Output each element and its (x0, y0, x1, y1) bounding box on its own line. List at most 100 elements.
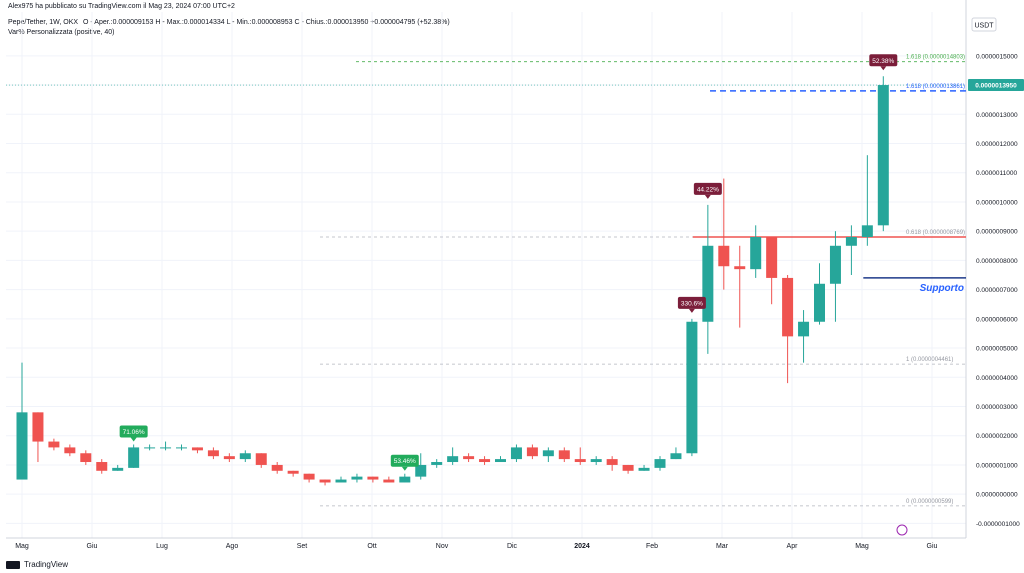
candle[interactable] (207, 450, 219, 457)
fib-level-label: 1.618 (0.0000013861) (906, 84, 965, 90)
y-tick-label: 0.0000009000 (976, 229, 1018, 236)
tradingview-logo-icon (6, 560, 20, 569)
x-tick-label: Apr (787, 543, 799, 550)
candle[interactable] (383, 479, 395, 483)
y-tick-label: 0.0000010000 (976, 199, 1018, 206)
candle[interactable] (399, 476, 411, 483)
candle[interactable] (32, 412, 44, 442)
y-tick-label: 0.0000004000 (976, 375, 1018, 382)
candle[interactable] (654, 459, 666, 468)
fib-level-label: 1.618 (0.0000014803) (906, 55, 965, 61)
x-tick-label: Set (297, 543, 308, 550)
pct-change-badge (119, 425, 148, 438)
candle[interactable] (223, 456, 235, 460)
candle[interactable] (542, 450, 554, 457)
event-icon[interactable] (896, 524, 908, 536)
x-tick-label: Giu (927, 543, 938, 550)
ohlc-values: O - Aper.:0.000009153 H - Max.:0.0000143… (83, 19, 450, 26)
candle[interactable] (415, 464, 427, 477)
candle[interactable] (255, 453, 267, 465)
candle[interactable] (718, 245, 730, 267)
x-tick-label: Ago (226, 543, 239, 550)
candle[interactable] (814, 283, 825, 322)
y-tick-label: 0.0000005000 (976, 346, 1018, 353)
branding-text: TradingView (24, 560, 69, 569)
candle[interactable] (574, 459, 586, 463)
candle[interactable] (622, 464, 634, 471)
pct-change-label: 71.06% (123, 429, 145, 436)
candle[interactable] (877, 85, 889, 226)
candle[interactable] (335, 479, 347, 483)
candle[interactable] (287, 470, 299, 474)
candle[interactable] (861, 225, 873, 238)
candle[interactable] (558, 450, 570, 460)
candle[interactable] (16, 412, 28, 480)
candle[interactable] (367, 476, 379, 480)
candle[interactable] (191, 447, 203, 451)
y-tick-label: 0.0000011000 (976, 170, 1017, 177)
fib-level-label: 0.618 (0.0000008769) (906, 230, 965, 236)
pct-badge-pointer (688, 308, 695, 313)
symbol-name[interactable]: Pepe/Tether, 1W, OKX (8, 19, 79, 26)
pct-change-label: 53.46% (394, 458, 416, 465)
candle[interactable] (48, 441, 60, 448)
candle[interactable] (431, 462, 443, 465)
candle[interactable] (160, 447, 172, 449)
candle[interactable] (798, 321, 810, 337)
candle[interactable] (782, 277, 794, 337)
x-tick-label: Dic (507, 543, 518, 550)
y-tick-label: -0.0000001000 (976, 521, 1020, 528)
candle[interactable] (766, 237, 778, 278)
candle[interactable] (271, 464, 283, 471)
candle[interactable] (702, 245, 714, 322)
pct-change-label: 330.6% (681, 300, 703, 307)
candle[interactable] (112, 467, 124, 471)
candle[interactable] (686, 321, 698, 454)
candle[interactable] (670, 453, 682, 460)
pct-badge-pointer (401, 466, 408, 471)
currency-box[interactable] (971, 17, 997, 32)
support-label: Supporto (920, 283, 964, 294)
candle[interactable] (303, 473, 315, 480)
y-tick-label: 0.0000006000 (976, 316, 1018, 323)
pct-change-label: 44.22% (697, 186, 719, 193)
fib-level-label: 1 (0.0000004461) (906, 357, 953, 363)
candle[interactable] (845, 237, 857, 246)
candle[interactable] (144, 447, 156, 449)
candle[interactable] (526, 447, 538, 457)
candle[interactable] (750, 237, 762, 270)
candle[interactable] (176, 447, 187, 449)
candle[interactable] (80, 453, 92, 463)
candle[interactable] (239, 453, 251, 460)
x-tick-label: Mar (716, 543, 729, 550)
candle[interactable] (463, 456, 475, 460)
y-tick-label: 0.0000013000 (976, 112, 1018, 119)
candle[interactable] (447, 456, 459, 463)
x-tick-label: Nov (436, 543, 449, 550)
pct-change-badge (390, 454, 419, 467)
candle[interactable] (510, 447, 522, 460)
candle[interactable] (319, 479, 331, 483)
current-price-value: 0.0000013950 (975, 83, 1017, 90)
y-tick-label: 0.0000012000 (976, 141, 1018, 148)
candle[interactable] (64, 447, 76, 454)
x-tick-label: Lug (156, 543, 168, 550)
candle[interactable] (479, 459, 491, 463)
candle[interactable] (606, 459, 618, 465)
indicator-legend[interactable]: Var% Personalizzata (positive, 40) (8, 29, 115, 36)
candle[interactable] (638, 467, 650, 471)
candle[interactable] (495, 459, 506, 463)
pct-change-badge (693, 182, 722, 195)
x-tick-label: Ott (367, 543, 376, 550)
pct-change-badge (869, 54, 898, 67)
y-tick-label: 0.0000007000 (976, 287, 1018, 294)
candle[interactable] (829, 245, 841, 284)
pct-badge-pointer (880, 66, 887, 71)
candle[interactable] (128, 447, 140, 468)
candle[interactable] (590, 459, 602, 463)
candle[interactable] (734, 266, 746, 270)
candle[interactable] (351, 476, 363, 480)
candle[interactable] (96, 462, 108, 471)
publisher-line: Alex975 ha pubblicato su TradingView.com… (8, 3, 235, 10)
